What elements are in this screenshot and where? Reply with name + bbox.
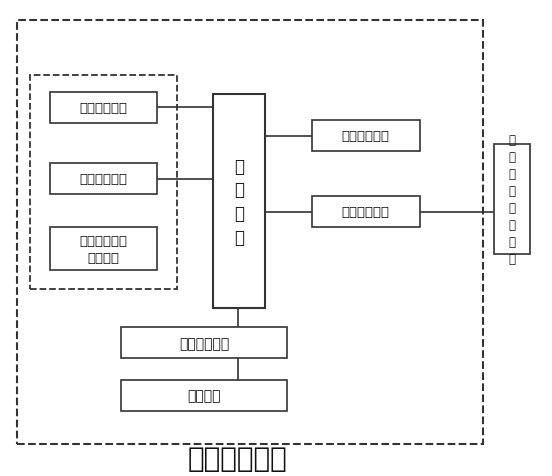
Text: 数据存储单元: 数据存储单元 xyxy=(179,336,230,350)
Bar xyxy=(30,76,177,290)
Bar xyxy=(312,121,420,152)
Bar xyxy=(50,93,157,123)
Text: 扫码查询单元: 扫码查询单元 xyxy=(342,130,390,143)
Bar xyxy=(17,21,483,444)
Text: 故障报警单元: 故障报警单元 xyxy=(342,206,390,219)
Text: 网
络
数
据
监
测
装
置: 网 络 数 据 监 测 装 置 xyxy=(508,134,516,265)
Bar xyxy=(50,228,157,271)
Text: 显示终端: 显示终端 xyxy=(188,388,221,402)
Text: 编码调用单元: 编码调用单元 xyxy=(79,101,128,115)
Bar xyxy=(312,197,420,228)
Text: 编码标签打印
手持终端: 编码标签打印 手持终端 xyxy=(79,234,128,264)
Bar xyxy=(121,380,287,411)
Bar xyxy=(121,327,287,358)
Text: 编码管理装置: 编码管理装置 xyxy=(188,444,287,472)
Text: 编码生成单元: 编码生成单元 xyxy=(79,173,128,186)
Bar xyxy=(50,164,157,195)
Bar xyxy=(213,95,265,308)
Bar xyxy=(494,145,530,254)
Text: 控
制
中
心: 控 制 中 心 xyxy=(233,158,244,246)
